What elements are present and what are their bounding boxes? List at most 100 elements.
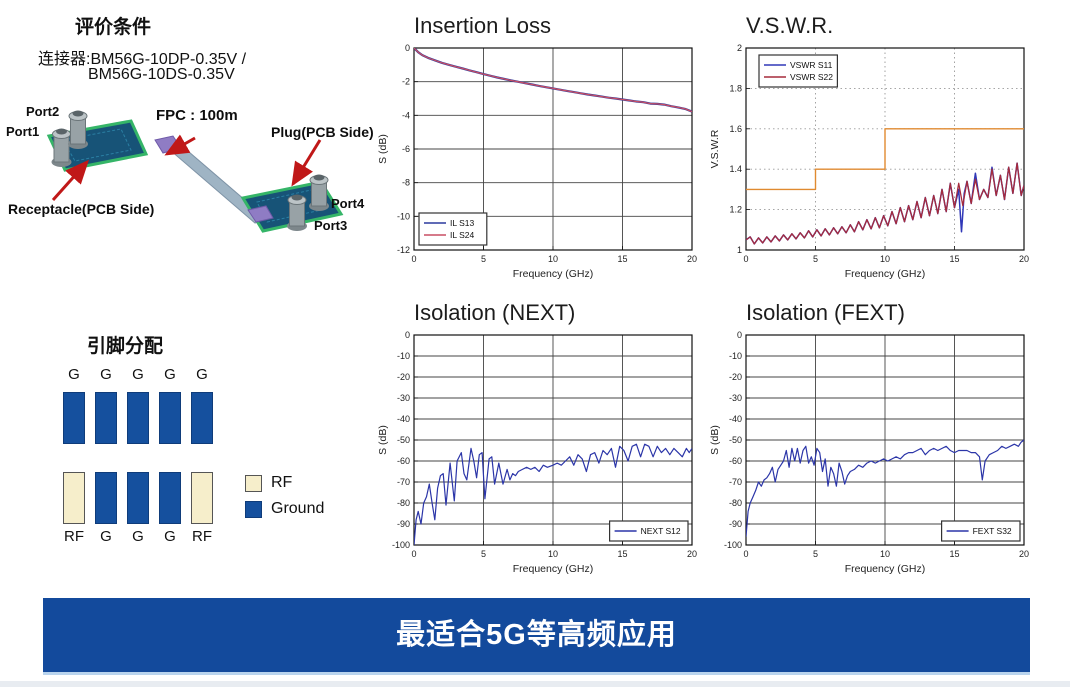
svg-text:1: 1 (737, 245, 742, 255)
svg-text:-70: -70 (397, 477, 410, 487)
svg-text:-12: -12 (397, 245, 410, 255)
svg-text:0: 0 (743, 549, 748, 559)
svg-text:5: 5 (481, 549, 486, 559)
svg-text:10: 10 (548, 254, 558, 264)
pin-label-top: G (68, 366, 80, 383)
svg-text:5: 5 (813, 549, 818, 559)
label-port1: Port1 (6, 124, 40, 139)
chart-title: V.S.W.R. (746, 13, 834, 38)
svg-text:VSWR S22: VSWR S22 (790, 72, 833, 82)
svg-text:-10: -10 (397, 211, 410, 221)
label-port3: Port3 (314, 218, 348, 233)
svg-text:-70: -70 (729, 477, 742, 487)
chart-canvas: 0 5 10 15 20 0 -10 -20 -30 -40 -50 -60 -70 -80 -90 -100… (376, 329, 716, 587)
svg-text:-2: -2 (402, 77, 410, 87)
svg-text:S (dB): S (dB) (377, 425, 389, 455)
pin-ground (63, 392, 85, 444)
pin-ground (127, 392, 149, 444)
svg-text:V.S.W.R: V.S.W.R (709, 129, 721, 168)
svg-text:-60: -60 (397, 456, 410, 466)
banner-text: 最适合5G等高频应用 (396, 619, 677, 651)
svg-text:Frequency (GHz): Frequency (GHz) (513, 268, 594, 280)
svg-text:-40: -40 (397, 414, 410, 424)
pin-legend-row-rf: RF (245, 474, 324, 492)
svg-text:-80: -80 (729, 498, 742, 508)
pin-rf (191, 472, 213, 524)
chart-isolation-fext: Isolation (FEXT) 0 5 10 15 20 0 -10 -20 -30 -40 -5… (708, 297, 1048, 587)
svg-text:15: 15 (617, 549, 627, 559)
pin-ground (95, 392, 117, 444)
svg-text:0: 0 (405, 43, 410, 53)
coax-connector-port3 (287, 194, 307, 231)
svg-text:10: 10 (880, 549, 890, 559)
svg-text:15: 15 (949, 549, 959, 559)
svg-text:10: 10 (880, 254, 890, 264)
pin-ground (159, 392, 181, 444)
connector-model-line1: 连接器:BM56G-10DP-0.35V / (38, 51, 247, 68)
label-plug: Plug(PCB Side) (271, 124, 374, 140)
coax-connector-port1 (51, 128, 72, 167)
evaluation-conditions-title: 评价条件 (75, 17, 152, 38)
label-receptacle: Receptacle(PCB Side) (8, 201, 155, 217)
svg-text:5: 5 (813, 254, 818, 264)
connector-model-line2: BM56G-10DS-0.35V (88, 66, 235, 83)
pin-label-bottom: G (100, 528, 112, 545)
svg-text:0: 0 (737, 330, 742, 340)
svg-text:-40: -40 (729, 414, 742, 424)
pin-ground (159, 472, 181, 524)
svg-text:-60: -60 (729, 456, 742, 466)
svg-text:IL S24: IL S24 (450, 230, 475, 240)
svg-text:Frequency (GHz): Frequency (GHz) (845, 268, 926, 280)
chart-isolation-next: Isolation (NEXT) 0 5 10 15 20 0 -10 -20 -30 -40 -5… (376, 297, 716, 587)
svg-text:-30: -30 (397, 393, 410, 403)
svg-text:NEXT S12: NEXT S12 (641, 526, 681, 536)
label-fpc: FPC : 100m (156, 107, 238, 124)
bottom-strip (0, 681, 1070, 687)
svg-text:-100: -100 (724, 540, 742, 550)
pin-label-bottom: RF (192, 528, 212, 545)
svg-text:1.6: 1.6 (729, 124, 742, 134)
pin-label-top: G (196, 366, 208, 383)
coax-connector-port2 (68, 110, 88, 149)
pin-ground (191, 392, 213, 444)
arrow-to-receptacle (51, 159, 90, 202)
svg-text:20: 20 (687, 254, 697, 264)
chart-vswr: V.S.W.R. 0 5 10 15 20 1 1.2 1.4 1.6 1.8 2 Frequency… (708, 10, 1048, 292)
svg-text:-6: -6 (402, 144, 410, 154)
svg-text:-20: -20 (397, 372, 410, 382)
svg-text:FEXT S32: FEXT S32 (973, 526, 1012, 536)
svg-text:15: 15 (617, 254, 627, 264)
svg-text:-4: -4 (402, 110, 410, 120)
pin-label-top: G (132, 366, 144, 383)
arrow-to-plug (291, 139, 322, 187)
svg-text:20: 20 (1019, 254, 1029, 264)
svg-text:-90: -90 (729, 519, 742, 529)
pin-ground (127, 472, 149, 524)
svg-text:20: 20 (687, 549, 697, 559)
rf-legend-label: RF (271, 474, 293, 491)
svg-text:2: 2 (737, 43, 742, 53)
arrow-to-fpc (164, 134, 196, 156)
pin-label-top: G (100, 366, 112, 383)
rf-swatch (245, 474, 262, 492)
svg-text:Frequency (GHz): Frequency (GHz) (845, 563, 926, 575)
pin-label-bottom: G (164, 528, 176, 545)
ground-legend-label: Ground (271, 500, 325, 517)
label-port2: Port2 (26, 104, 60, 119)
svg-text:0: 0 (743, 254, 748, 264)
chart-canvas: 0 5 10 15 20 0 -10 -20 -30 -40 -50 -60 -70 -80 -90 -100… (708, 329, 1048, 587)
chart-title: Isolation (NEXT) (414, 300, 576, 325)
chart-title: Insertion Loss (414, 13, 551, 38)
svg-text:-100: -100 (392, 540, 410, 550)
coax-connector-port4 (309, 174, 329, 211)
chart-title: Isolation (FEXT) (746, 300, 905, 325)
svg-text:1.4: 1.4 (729, 164, 742, 174)
chart-canvas: 0 5 10 15 20 1 1.2 1.4 1.6 1.8 2 Frequency (GHz) V.S… (708, 42, 1048, 292)
svg-text:-30: -30 (729, 393, 742, 403)
svg-text:-50: -50 (397, 435, 410, 445)
svg-text:0: 0 (411, 254, 416, 264)
chart-insertion-loss: Insertion Loss 0 5 10 15 20 0 -2 -4 -6 -8 -10 -12 Fr… (376, 10, 716, 292)
pin-legend: RF Ground (245, 474, 324, 526)
svg-text:-10: -10 (397, 351, 410, 361)
